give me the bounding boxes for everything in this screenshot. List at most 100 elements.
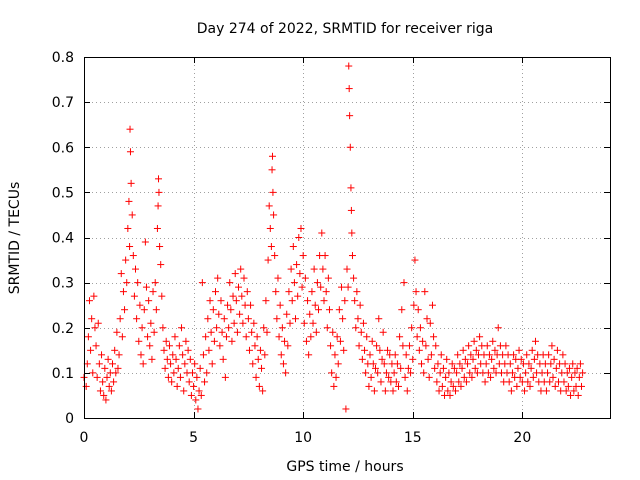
data-point xyxy=(214,274,222,282)
data-point xyxy=(396,333,404,341)
data-point xyxy=(348,229,356,237)
data-point xyxy=(190,382,198,390)
y-tick-label: 0 xyxy=(65,411,74,427)
data-point xyxy=(251,342,259,350)
data-point xyxy=(263,328,271,336)
data-point xyxy=(268,152,276,160)
data-point xyxy=(448,360,456,368)
data-point xyxy=(481,378,489,386)
y-tick-label: 0.5 xyxy=(52,185,74,201)
data-point xyxy=(488,355,496,363)
data-point xyxy=(222,333,230,341)
x-axis-label: GPS time / hours xyxy=(286,459,403,475)
data-point xyxy=(286,319,294,327)
data-point xyxy=(413,333,421,341)
data-point xyxy=(213,324,221,332)
data-point xyxy=(510,351,518,359)
data-point xyxy=(436,369,444,377)
data-point xyxy=(201,378,209,386)
data-point xyxy=(375,315,383,323)
data-point xyxy=(135,337,143,345)
data-point xyxy=(150,328,158,336)
data-point xyxy=(92,342,100,350)
data-point xyxy=(293,261,301,269)
data-point xyxy=(262,297,270,305)
data-point xyxy=(408,324,416,332)
data-point xyxy=(339,315,347,323)
data-point xyxy=(219,355,227,363)
data-point xyxy=(369,360,377,368)
data-point xyxy=(331,351,339,359)
data-point xyxy=(224,301,232,309)
data-point xyxy=(273,315,281,323)
y-tick-label: 0.2 xyxy=(52,321,74,337)
data-point xyxy=(261,351,269,359)
data-point xyxy=(311,301,319,309)
data-point xyxy=(260,324,268,332)
data-point xyxy=(187,391,195,399)
data-point xyxy=(322,288,330,296)
axis-ticks xyxy=(84,57,610,419)
data-point xyxy=(101,364,109,372)
data-point xyxy=(455,378,463,386)
data-point xyxy=(210,337,218,345)
data-point xyxy=(165,342,173,350)
data-point xyxy=(228,337,236,345)
data-point xyxy=(151,279,159,287)
data-point xyxy=(506,360,514,368)
data-point xyxy=(269,188,277,196)
data-point xyxy=(401,373,409,381)
data-point xyxy=(483,342,491,350)
data-point xyxy=(111,346,119,354)
data-point xyxy=(212,288,219,296)
data-point xyxy=(117,270,125,278)
data-point xyxy=(414,306,422,314)
data-point xyxy=(325,306,333,314)
data-point xyxy=(136,301,144,309)
data-point xyxy=(439,364,447,372)
data-point xyxy=(389,387,397,395)
data-point xyxy=(529,373,537,381)
data-point xyxy=(285,288,293,296)
data-point xyxy=(203,369,211,377)
data-point xyxy=(108,360,116,368)
x-tick-label: 10 xyxy=(294,430,312,446)
data-point xyxy=(186,355,194,363)
y-axis-label: SRMTID / TECUs xyxy=(7,182,23,295)
data-point xyxy=(126,243,134,251)
data-point xyxy=(443,355,451,363)
data-point xyxy=(348,252,356,260)
data-point xyxy=(552,364,560,372)
data-point xyxy=(354,315,362,323)
data-point xyxy=(87,346,95,354)
data-point xyxy=(347,206,355,214)
data-point xyxy=(527,364,535,372)
data-point xyxy=(320,297,328,305)
data-point xyxy=(345,62,353,70)
data-point xyxy=(462,378,470,386)
data-point xyxy=(238,292,246,300)
data-point xyxy=(174,364,182,372)
data-point xyxy=(312,328,320,336)
data-point xyxy=(390,369,398,377)
data-point xyxy=(435,387,443,395)
data-point xyxy=(559,351,567,359)
data-point xyxy=(542,387,550,395)
data-point xyxy=(291,315,299,323)
data-point xyxy=(249,360,257,368)
data-point xyxy=(116,315,124,323)
data-point xyxy=(368,337,376,345)
data-point xyxy=(570,387,578,395)
data-point xyxy=(243,288,251,296)
data-points xyxy=(80,62,587,413)
data-point xyxy=(103,373,111,381)
data-point xyxy=(353,288,361,296)
y-tick-label: 0.6 xyxy=(52,140,74,156)
data-point xyxy=(315,306,323,314)
data-point xyxy=(465,342,473,350)
data-point xyxy=(317,283,325,291)
data-point xyxy=(282,369,290,377)
data-point xyxy=(508,369,516,377)
data-point xyxy=(305,351,313,359)
data-point xyxy=(104,355,112,363)
